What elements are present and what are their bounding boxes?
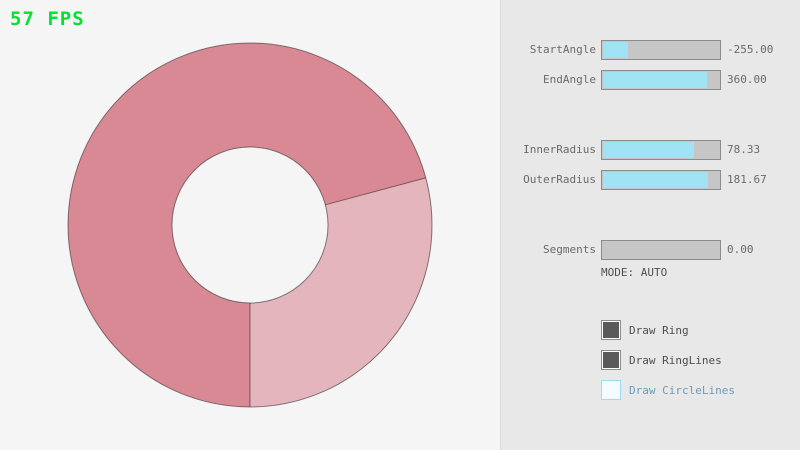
- draw-ringlines-label: Draw RingLines: [629, 353, 722, 367]
- endangle-label: EndAngle: [543, 73, 596, 86]
- endangle-slider[interactable]: [601, 70, 721, 90]
- draw-ring-label: Draw Ring: [629, 323, 689, 337]
- ring-edge-line-right: [325, 177, 426, 206]
- ring-light-sector: [250, 177, 433, 407]
- checkbox-draw-circlelines[interactable]: Draw CircleLines: [601, 380, 735, 400]
- startangle-value: -255.00: [727, 43, 774, 56]
- ring-outline-inner: [171, 146, 329, 304]
- draw-ring-checkmark: [603, 322, 619, 338]
- outerradius-value: 181.67: [727, 173, 767, 186]
- startangle-label: StartAngle: [529, 43, 596, 56]
- outerradius-label: OuterRadius: [523, 173, 596, 186]
- endangle-value: 360.00: [727, 73, 767, 86]
- mode-status-text: MODE: AUTO: [601, 266, 668, 279]
- outerradius-slider[interactable]: [601, 170, 721, 190]
- draw-ringlines-checkbox-icon[interactable]: [601, 350, 621, 370]
- innerradius-slider[interactable]: [601, 140, 721, 160]
- fps-counter: 57 FPS: [10, 8, 85, 30]
- control-panel: StartAngle -255.00 EndAngle 360.00 Inner…: [500, 0, 800, 450]
- draw-circlelines-checkmark: [603, 382, 619, 398]
- segments-label: Segments: [543, 243, 596, 256]
- checkbox-draw-ringlines[interactable]: Draw RingLines: [601, 350, 722, 370]
- outerradius-slider-fill: [603, 172, 709, 188]
- startangle-slider-fill: [603, 42, 629, 58]
- endangle-slider-fill: [603, 72, 708, 88]
- draw-ring-checkbox-icon[interactable]: [601, 320, 621, 340]
- draw-circlelines-label: Draw CircleLines: [629, 383, 735, 397]
- draw-ringlines-checkmark: [603, 352, 619, 368]
- innerradius-slider-fill: [603, 142, 694, 158]
- ring-inner-hole: [172, 147, 328, 303]
- innerradius-label: InnerRadius: [523, 143, 596, 156]
- draw-circlelines-checkbox-icon[interactable]: [601, 380, 621, 400]
- innerradius-value: 78.33: [727, 143, 761, 156]
- ring-canvas: [67, 42, 433, 408]
- segments-value: 0.00: [727, 243, 754, 256]
- ring-outline-outer: [67, 42, 433, 408]
- startangle-slider[interactable]: [601, 40, 721, 60]
- checkbox-draw-ring[interactable]: Draw Ring: [601, 320, 689, 340]
- segments-slider[interactable]: [601, 240, 721, 260]
